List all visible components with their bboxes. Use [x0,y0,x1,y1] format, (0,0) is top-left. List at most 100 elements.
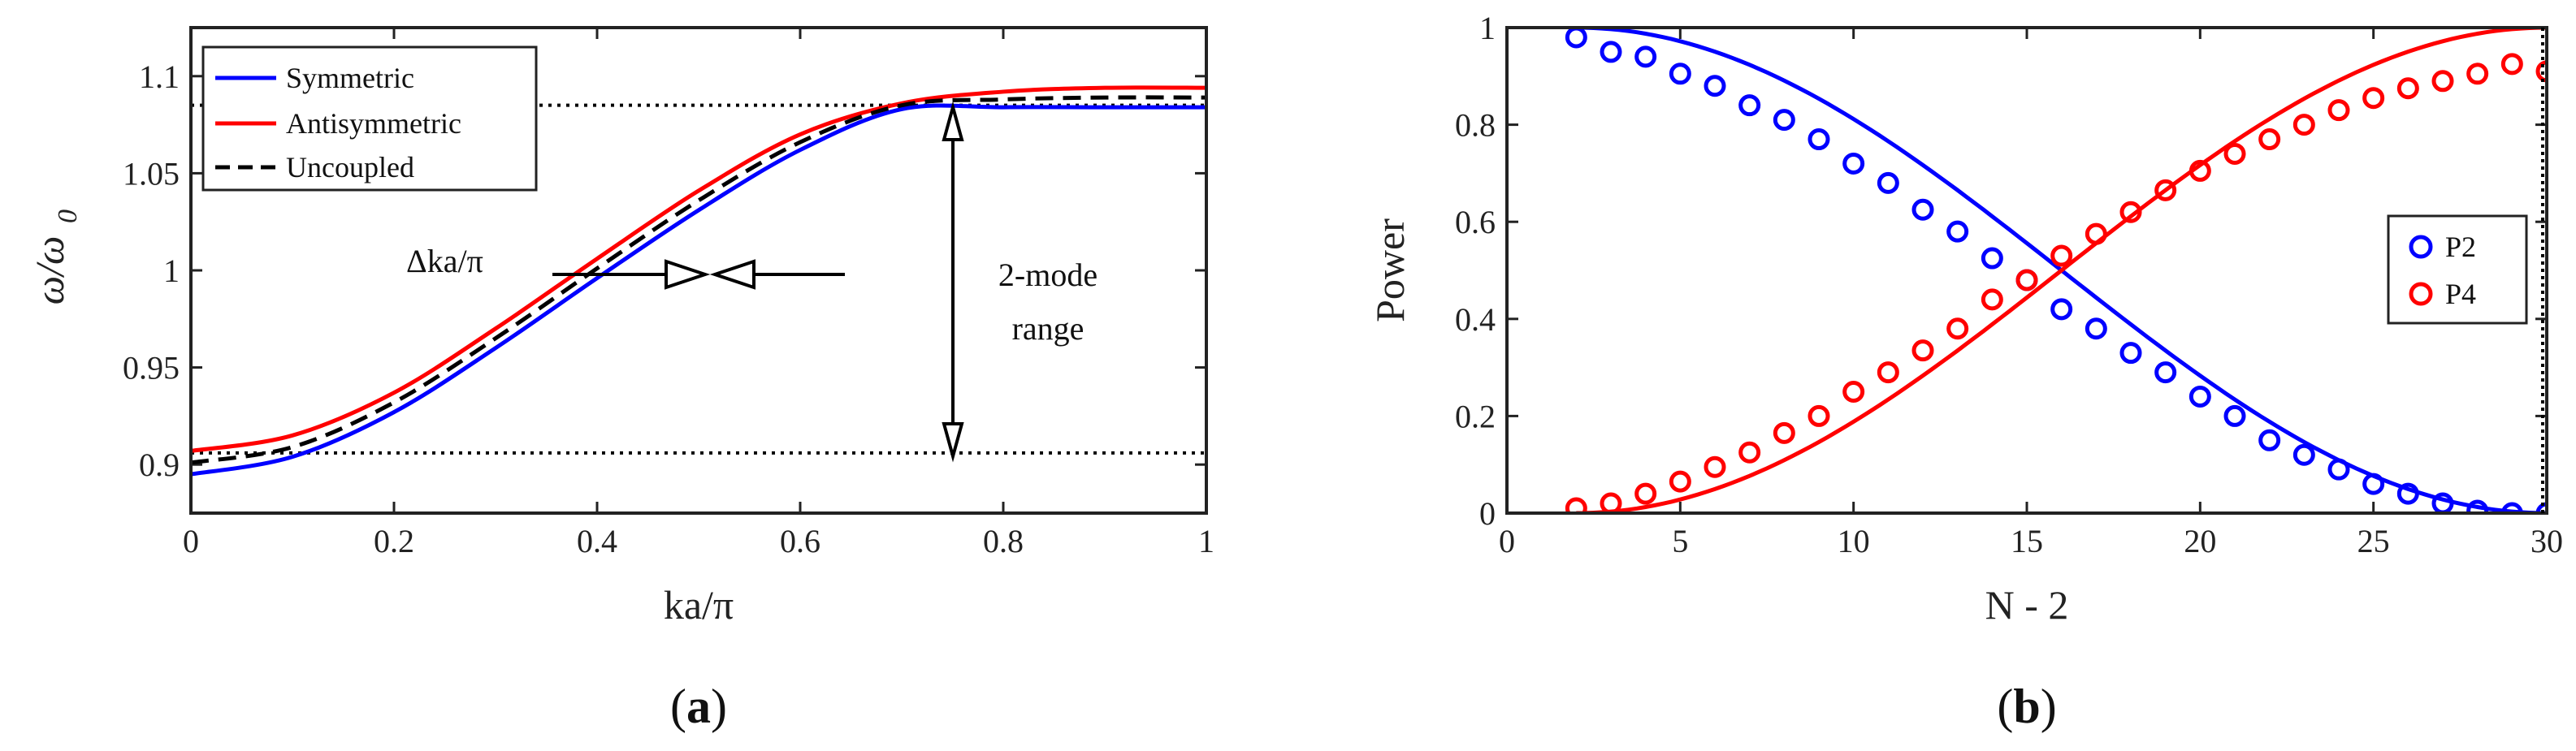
marker-p4 [2189,159,2211,182]
marker-p4 [2258,128,2281,151]
marker-p2 [1877,171,1899,194]
delta-left-arrowhead [665,259,711,290]
legend-antisymmetric-label: Antisymmetric [286,107,461,140]
panel-b-ylabel: Power [1367,218,1413,322]
panel-b-axes-frame [1505,26,2548,515]
a-xtick-label: 0 [183,523,199,559]
a-xtick-label: 0.6 [780,523,820,559]
b-ytick-label: 0.4 [1455,301,1496,338]
b-xtick-label: 10 [1838,523,1870,559]
marker-p4 [2119,201,2142,223]
marker-p2 [2500,502,2523,513]
panel-a-legend: Symmetric Antisymmetric Uncoupled [201,45,538,192]
panel-a-xlabel: ka/π [664,582,734,628]
marker-p2 [2362,473,2385,495]
panel-a-axes-frame [189,26,1208,515]
panel-a-caption-open: ( [670,680,686,733]
marker-p4 [2050,244,2073,267]
b-xtick-label: 0 [1499,523,1515,559]
panel-a-series [191,85,1206,477]
a-xtick-label: 0.2 [374,523,414,559]
marker-p2 [1634,45,1657,68]
panel-a-ylabel-sub: 0 [53,209,83,223]
marker-p2 [1669,63,1691,85]
panel-b: 0 5 10 15 20 25 30 0 0.2 0.4 0.6 0.8 1 P2 P4 N - 2 P… [1367,10,2563,733]
marker-p4 [1946,317,1969,340]
panel-b-series [1565,28,2547,513]
legend-p4-label: P4 [2445,278,2476,310]
panel-a-caption-letter: a [686,680,711,733]
panel-b-caption-close: ) [2041,680,2057,733]
panel-b-caption: (b) [1997,680,2056,733]
panel-b-legend-box [2387,214,2528,325]
delta-right-arrowhead [709,259,755,290]
marker-p4 [1669,470,1691,493]
series-symmetric-line [191,103,1206,477]
b-ytick-label: 0.2 [1455,398,1496,434]
marker-p2 [1773,109,1795,132]
panel-a-ylabel-main: ω/ω [27,236,72,305]
b-xtick-label: 5 [1672,523,1688,559]
panel-b-caption-letter: b [2013,680,2040,733]
marker-p4 [2362,87,2385,110]
marker-p2 [2292,443,2315,466]
marker-p2 [2119,342,2142,365]
panel-a-caption: (a) [670,680,727,733]
marker-p2 [1738,94,1761,117]
marker-p4 [1738,441,1761,464]
marker-p4 [2431,70,2454,93]
b-ytick-label: 0 [1479,495,1496,532]
range-label-line2: range [1012,310,1085,347]
marker-p4 [2015,269,2038,291]
marker-p2 [1704,75,1726,97]
legend-uncoupled-label: Uncoupled [286,151,414,183]
a-xtick-label: 0.8 [983,523,1024,559]
range-label-line1: 2-mode [998,257,1098,293]
legend-p4-marker [2409,282,2433,306]
marker-p2 [1842,152,1865,175]
marker-p2 [1600,41,1622,63]
marker-p4 [1565,497,1587,513]
b-xtick-label: 20 [2184,523,2216,559]
legend-p2-label: P2 [2445,231,2476,263]
delta-ka-label: Δka/π [406,243,483,279]
marker-p4 [2223,142,2246,165]
marker-p2 [2396,482,2419,505]
legend-symmetric-label: Symmetric [286,62,414,94]
panel-a: 0 0.2 0.4 0.6 0.8 1 0.9 0.95 1 1.05 1.1 Δka/π 2-mo… [27,26,1214,733]
range-arrowhead-top [942,101,964,141]
panel-a-ylabel: ω/ω 0 [27,209,83,304]
panel-b-tick-labels: 0 5 10 15 20 25 30 0 0.2 0.4 0.6 0.8 1 [1455,10,2563,559]
p4-fit-line [1576,28,2547,513]
b-ytick-label: 0.8 [1455,107,1496,144]
marker-p2 [1981,247,2003,270]
b-xtick-label: 15 [2011,523,2043,559]
marker-p2 [1946,220,1969,243]
panel-a-legend-box [201,45,538,192]
marker-p4 [2327,99,2350,122]
b-xtick-label: 25 [2357,523,2390,559]
delta-ka-annotation: Δka/π [406,243,845,290]
marker-p2 [2223,404,2246,427]
panel-b-legend: P2 P4 [2387,214,2528,325]
marker-p4 [1877,361,1899,384]
marker-p4 [1634,482,1657,505]
range-arrowhead-bottom [942,422,964,463]
marker-p2 [2085,317,2107,340]
a-ytick-label: 1.1 [139,58,180,95]
a-xtick-label: 0.4 [577,523,617,559]
legend-p2-marker [2409,235,2433,259]
marker-p2 [1565,28,1587,49]
marker-p4 [2154,179,2177,201]
marker-p2 [2154,361,2177,384]
two-mode-range-annotation: 2-mode range [942,101,1098,463]
a-ytick-label: 0.9 [139,447,180,483]
a-ytick-label: 1 [163,252,180,289]
marker-p4 [2085,222,2107,245]
marker-p2 [2050,298,2073,321]
panel-b-xlabel: N - 2 [1985,582,2069,628]
series-antisymmetric-line [191,85,1206,453]
a-ytick-label: 0.95 [123,350,180,386]
marker-p4 [1773,421,1795,444]
panel-a-caption-close: ) [711,680,727,733]
